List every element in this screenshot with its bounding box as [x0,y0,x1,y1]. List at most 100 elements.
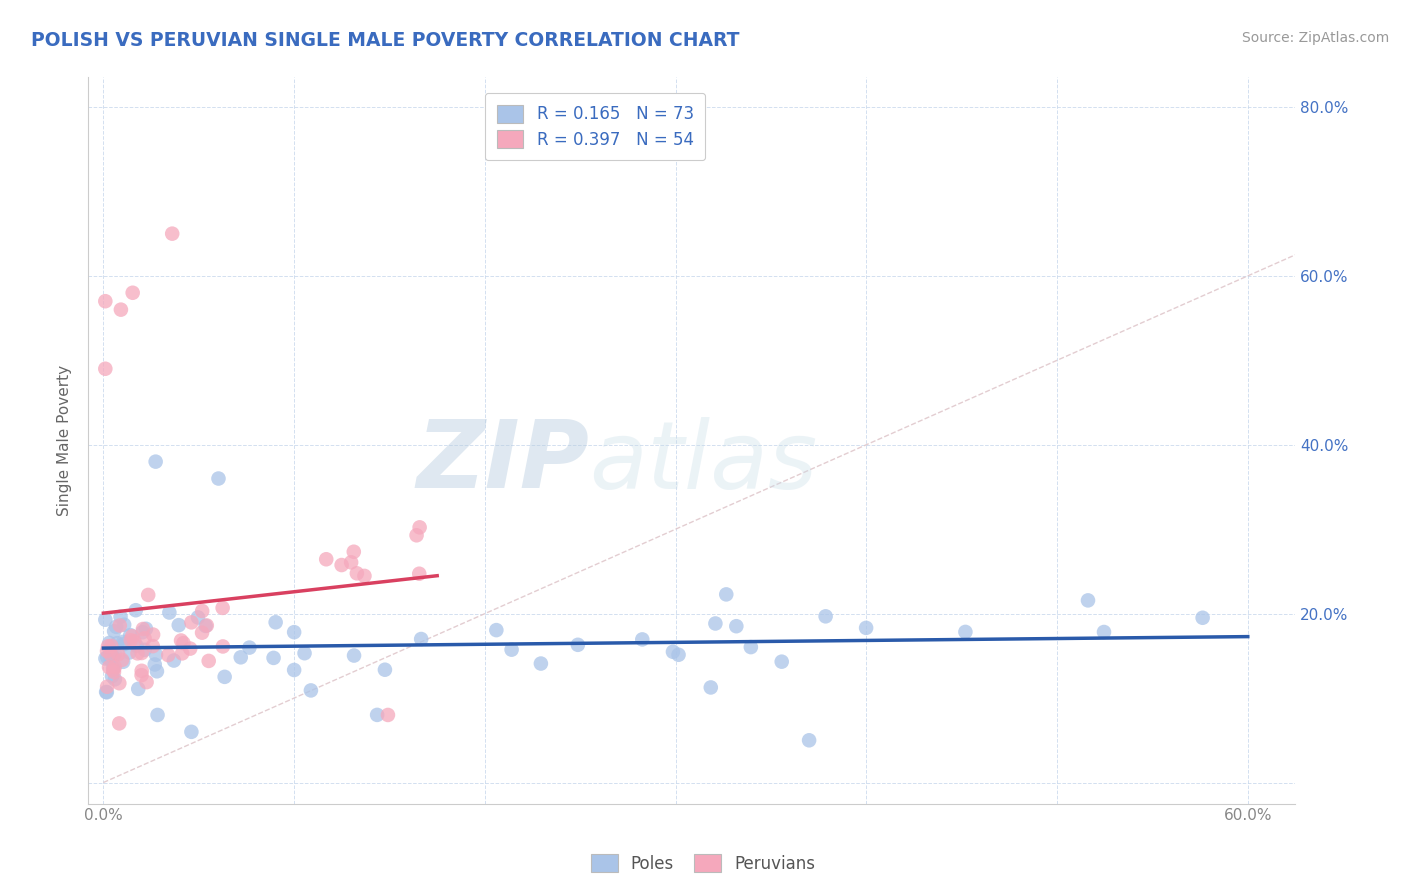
Point [662,645,685,659]
Point [101,661,124,675]
Point [96,680,118,694]
Point [143,657,166,672]
Point [121,629,143,643]
Point [346,566,368,581]
Point [145,648,167,662]
Point [136,588,159,602]
Point [120,633,142,648]
Point [191,604,214,618]
Point [111,653,134,667]
Point [299,683,322,698]
Point [94,361,117,376]
Point [103,663,125,677]
Legend: R = 0.165   N = 73, R = 0.397   N = 54: R = 0.165 N = 73, R = 0.397 N = 54 [485,93,706,161]
Point [704,616,727,631]
Point [172,636,194,650]
Point [125,603,148,617]
Point [207,471,229,485]
Point [191,625,214,640]
Point [238,640,260,655]
Point [94,685,117,699]
Legend: Poles, Peruvians: Poles, Peruvians [585,847,821,880]
Point [94,294,117,309]
Point [179,641,201,656]
Point [408,520,430,534]
Point [405,528,427,542]
Point [814,609,837,624]
Point [124,634,146,648]
Point [131,664,153,678]
Point [770,655,793,669]
Point [163,654,186,668]
Point [104,660,127,674]
Point [631,632,654,647]
Point [112,655,135,669]
Point [1092,625,1115,640]
Point [700,681,723,695]
Point [160,227,183,241]
Point [725,619,748,633]
Point [180,724,202,739]
Point [197,654,219,668]
Point [105,620,128,634]
Point [100,653,122,667]
Point [283,625,305,640]
Point [121,285,143,300]
Point [103,624,125,639]
Point [105,636,128,650]
Point [157,606,180,620]
Point [567,638,589,652]
Point [120,628,142,642]
Point [132,622,155,636]
Point [103,665,125,679]
Point [263,651,285,665]
Text: POLISH VS PERUVIAN SINGLE MALE POVERTY CORRELATION CHART: POLISH VS PERUVIAN SINGLE MALE POVERTY C… [31,31,740,50]
Point [740,640,762,654]
Point [797,733,820,747]
Point [100,648,122,662]
Point [110,302,132,317]
Point [194,619,217,633]
Point [94,613,117,627]
Point [112,637,135,651]
Point [112,635,135,649]
Point [340,555,363,569]
Point [212,640,235,654]
Point [142,639,165,653]
Point [107,648,129,662]
Point [377,708,399,723]
Point [343,648,366,663]
Point [97,640,120,654]
Point [112,617,135,632]
Point [411,632,433,646]
Point [127,681,149,696]
Point [134,632,156,646]
Y-axis label: Single Male Poverty: Single Male Poverty [58,365,72,516]
Point [172,646,194,660]
Text: atlas: atlas [589,417,817,508]
Point [96,644,118,658]
Point [96,650,118,665]
Point [145,455,167,469]
Point [283,663,305,677]
Point [101,669,124,683]
Point [343,545,366,559]
Point [131,668,153,682]
Point [294,646,316,660]
Point [229,650,252,665]
Point [180,615,202,630]
Point [170,633,193,648]
Point [330,558,353,572]
Point [264,615,287,630]
Point [142,627,165,641]
Point [96,685,118,699]
Point [1191,611,1213,625]
Point [668,648,690,662]
Point [146,665,169,679]
Point [195,618,218,632]
Point [1077,593,1099,607]
Point [134,643,156,657]
Point [127,646,149,660]
Point [530,657,553,671]
Point [855,621,877,635]
